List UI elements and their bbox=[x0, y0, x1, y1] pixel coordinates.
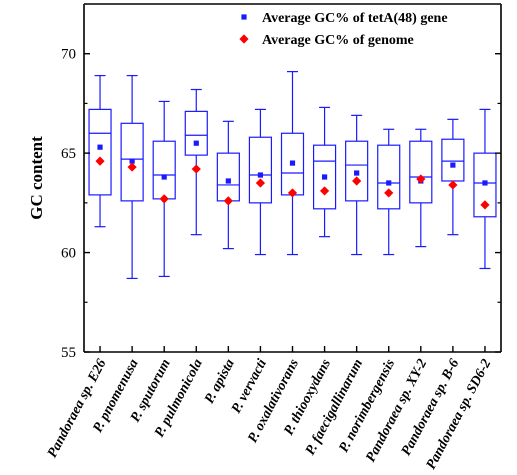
box-body bbox=[345, 140, 369, 202]
box-12 bbox=[441, 118, 465, 236]
gene-gc-point bbox=[193, 140, 199, 146]
box-body bbox=[377, 144, 401, 210]
legend-label-1: Average GC% of tetA(48) gene bbox=[262, 11, 448, 26]
gene-gc-point bbox=[354, 170, 360, 176]
box-body bbox=[120, 122, 144, 202]
gene-gc-point bbox=[161, 174, 167, 180]
box-body bbox=[216, 152, 240, 202]
box-5 bbox=[216, 120, 240, 250]
y-axis-title: GC content bbox=[27, 136, 46, 220]
box-3 bbox=[152, 100, 176, 278]
box-2 bbox=[120, 74, 144, 280]
genome-gc-point bbox=[480, 200, 490, 210]
y-tick-label: 70 bbox=[61, 47, 76, 63]
box-13 bbox=[473, 108, 497, 270]
legend-marker-2 bbox=[239, 34, 249, 44]
y-tick-label: 55 bbox=[61, 345, 76, 361]
box-body bbox=[184, 110, 208, 156]
gene-gc-point bbox=[386, 180, 392, 186]
genome-gc-point bbox=[127, 162, 137, 172]
box-body bbox=[409, 140, 433, 204]
box-6 bbox=[248, 108, 273, 256]
genome-gc-point bbox=[287, 188, 298, 198]
gene-gc-point bbox=[450, 162, 456, 168]
box-4 bbox=[184, 88, 208, 236]
legend-label-2: Average GC% of genome bbox=[262, 33, 414, 48]
box-body bbox=[152, 140, 176, 200]
genome-gc-point bbox=[223, 196, 233, 206]
y-tick-label: 60 bbox=[61, 246, 76, 262]
gene-gc-point bbox=[129, 158, 135, 164]
genome-gc-point bbox=[448, 180, 458, 190]
genome-gc-point bbox=[352, 176, 362, 186]
genome-gc-point bbox=[95, 156, 105, 166]
chart-marks bbox=[95, 140, 490, 210]
genome-gc-point bbox=[255, 178, 266, 188]
genome-gc-point bbox=[191, 164, 201, 174]
box-11 bbox=[409, 128, 433, 248]
box-body bbox=[473, 152, 497, 218]
box-1 bbox=[88, 74, 112, 228]
plot-area bbox=[88, 71, 497, 280]
x-tick-label: P. apista bbox=[202, 357, 238, 406]
box-body bbox=[248, 136, 273, 204]
genome-gc-point bbox=[384, 188, 394, 198]
box-body bbox=[312, 144, 337, 210]
box-9 bbox=[345, 114, 369, 256]
box-body bbox=[88, 108, 112, 196]
legend: Average GC% of tetA(48) gene Average GC% … bbox=[239, 11, 448, 48]
gene-gc-point bbox=[482, 180, 488, 186]
gene-gc-point bbox=[225, 178, 231, 184]
box-8 bbox=[312, 106, 337, 238]
box-body bbox=[441, 138, 465, 182]
genome-gc-point bbox=[319, 186, 330, 196]
y-tick-label: 65 bbox=[61, 146, 76, 162]
legend-marker-1 bbox=[241, 14, 247, 20]
gene-gc-point bbox=[257, 172, 264, 178]
gene-gc-point bbox=[321, 174, 328, 180]
genome-gc-point bbox=[159, 194, 169, 204]
gene-gc-point bbox=[97, 144, 103, 150]
gene-gc-point bbox=[289, 160, 296, 166]
genome-gc-point bbox=[416, 174, 426, 184]
